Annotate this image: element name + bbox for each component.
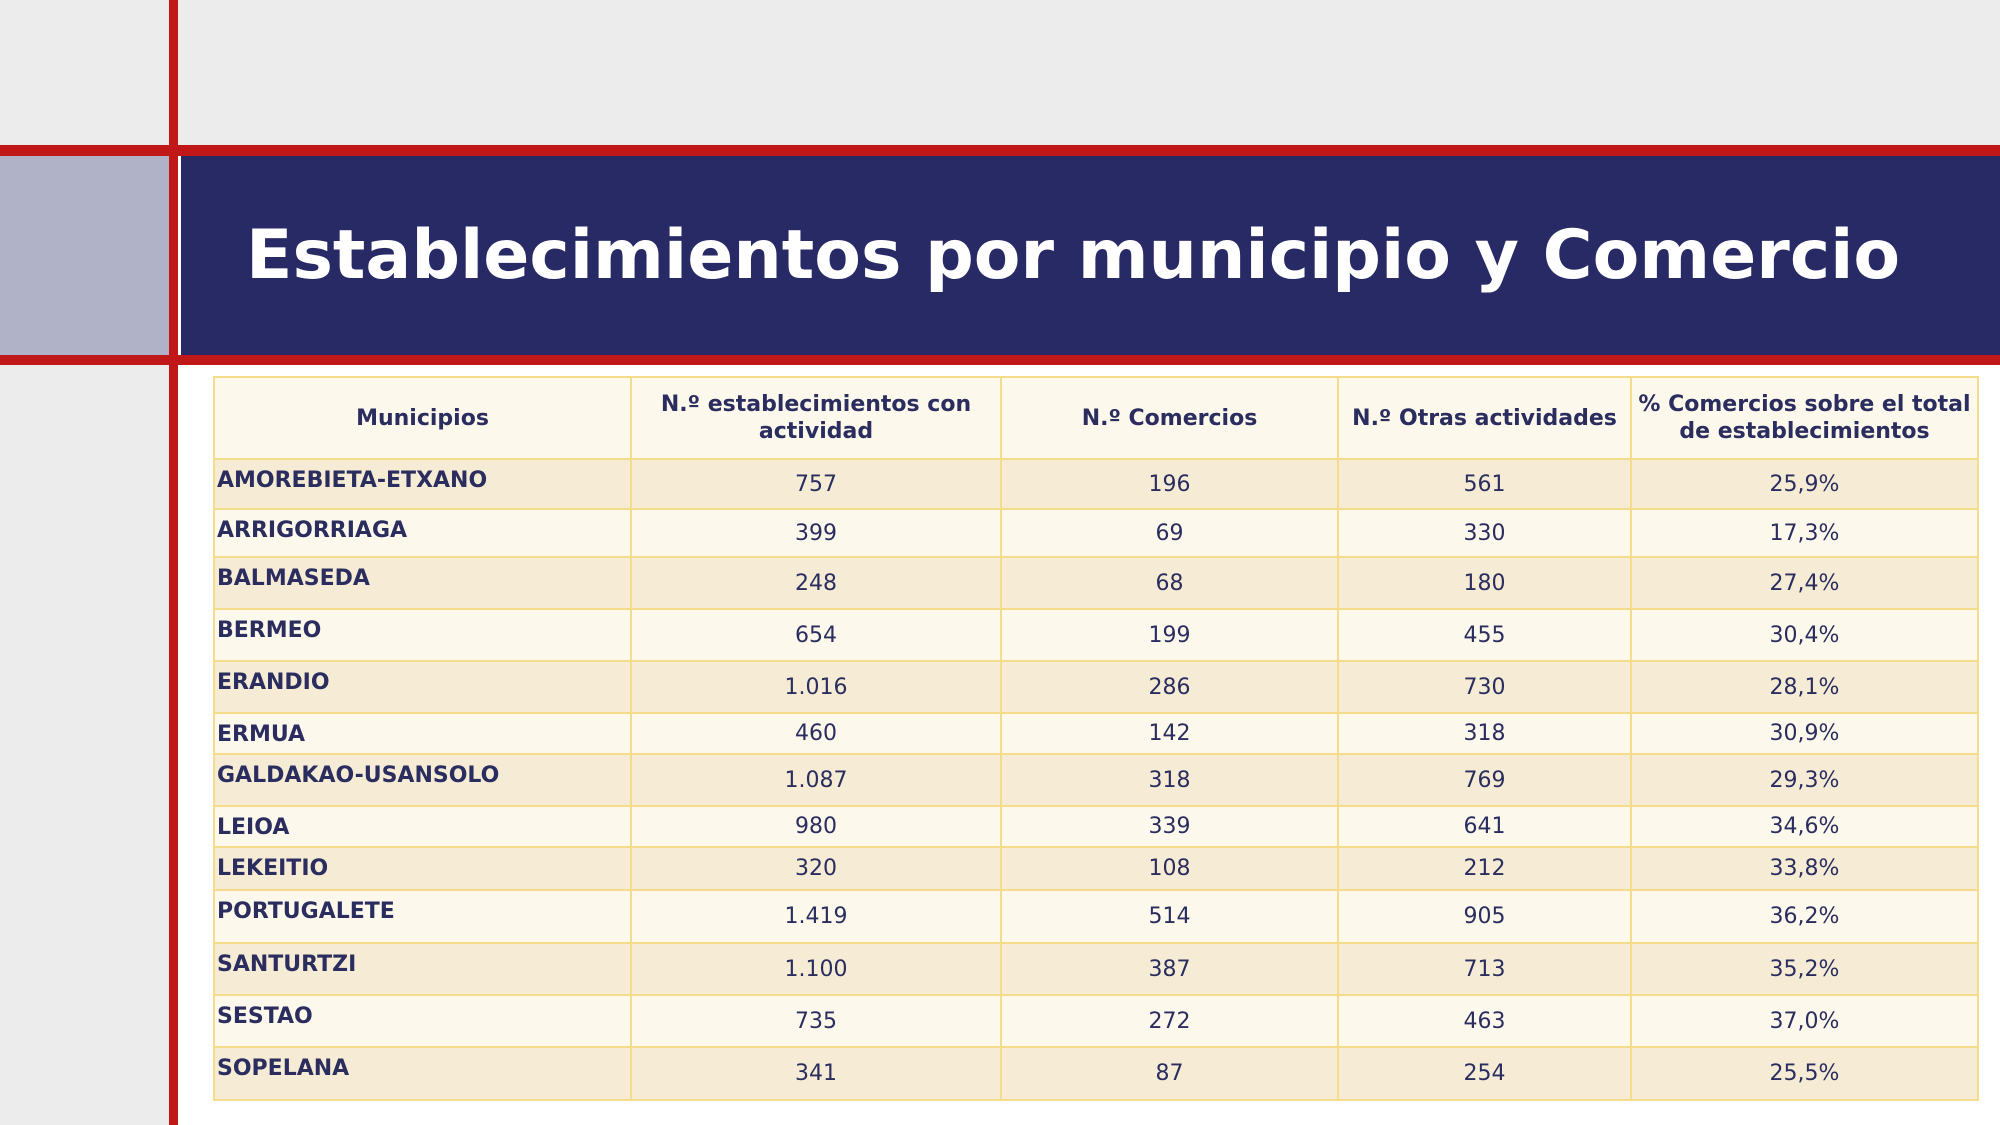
cell: 757 xyxy=(630,458,1002,510)
cell: 514 xyxy=(1000,889,1339,944)
row-label: BALMASEDA xyxy=(213,556,632,610)
header-cell: N.º Comercios xyxy=(1000,376,1339,460)
header-cell: Municipios xyxy=(213,376,632,460)
row-label: SESTAO xyxy=(213,994,632,1048)
cell: 463 xyxy=(1337,994,1632,1048)
cell: 341 xyxy=(630,1046,1002,1101)
cell: 1.419 xyxy=(630,889,1002,944)
cell: 34,6% xyxy=(1630,805,1979,848)
cell: 286 xyxy=(1000,660,1339,714)
cell: 180 xyxy=(1337,556,1632,610)
table-row: ERMUA 460 142 318 30,9% xyxy=(213,712,1979,755)
cell: 735 xyxy=(630,994,1002,1048)
title-band xyxy=(181,156,2000,355)
cell: 69 xyxy=(1000,508,1339,558)
row-label: ARRIGORRIAGA xyxy=(213,508,632,558)
red-line xyxy=(169,0,178,1125)
row-label: LEIOA xyxy=(213,805,632,848)
cell: 30,4% xyxy=(1630,608,1979,662)
title: Establecimientos por municipio y Comerci… xyxy=(246,216,1901,295)
header-cell: % Comercios sobre el total de establecim… xyxy=(1630,376,1979,460)
cell: 769 xyxy=(1337,753,1632,807)
cell: 248 xyxy=(630,556,1002,610)
cell: 387 xyxy=(1000,942,1339,996)
cell: 330 xyxy=(1337,508,1632,558)
table-row: LEIOA 980 339 641 34,6% xyxy=(213,805,1979,848)
table-row: SESTAO 735 272 463 37,0% xyxy=(213,994,1979,1048)
table-row: ARRIGORRIAGA 399 69 330 17,3% xyxy=(213,508,1979,558)
table-row: ERANDIO 1.016 286 730 28,1% xyxy=(213,660,1979,714)
header-cell: N.º establecimientos con actividad xyxy=(630,376,1002,460)
cell: 1.087 xyxy=(630,753,1002,807)
header-cell: N.º Otras actividades xyxy=(1337,376,1632,460)
table: Municipios N.º establecimientos con activ… xyxy=(213,376,1979,1101)
background xyxy=(0,365,170,1125)
cell: 1.016 xyxy=(630,660,1002,714)
row-label: PORTUGALETE xyxy=(213,889,632,944)
cell: 196 xyxy=(1000,458,1339,510)
cell: 108 xyxy=(1000,846,1339,891)
row-label: BERMEO xyxy=(213,608,632,662)
cell: 212 xyxy=(1337,846,1632,891)
cell: 980 xyxy=(630,805,1002,848)
cell: 1.100 xyxy=(630,942,1002,996)
cell: 37,0% xyxy=(1630,994,1979,1048)
cell: 399 xyxy=(630,508,1002,558)
cell: 905 xyxy=(1337,889,1632,944)
row-label: ERANDIO xyxy=(213,660,632,714)
red-line xyxy=(0,355,2000,365)
table-row: LEKEITIO 320 108 212 33,8% xyxy=(213,846,1979,891)
cell: 142 xyxy=(1000,712,1339,755)
row-label: AMOREBIETA-ETXANO xyxy=(213,458,632,510)
cell: 318 xyxy=(1337,712,1632,755)
red-line xyxy=(0,145,2000,156)
cell: 199 xyxy=(1000,608,1339,662)
cell: 318 xyxy=(1000,753,1339,807)
cell: 730 xyxy=(1337,660,1632,714)
cell: 87 xyxy=(1000,1046,1339,1101)
table-row: PORTUGALETE 1.419 514 905 36,2% xyxy=(213,889,1979,944)
cell: 33,8% xyxy=(1630,846,1979,891)
side-block xyxy=(0,156,170,355)
table-row: SANTURTZI 1.100 387 713 35,2% xyxy=(213,942,1979,996)
cell: 654 xyxy=(630,608,1002,662)
cell: 254 xyxy=(1337,1046,1632,1101)
cell: 36,2% xyxy=(1630,889,1979,944)
cell: 460 xyxy=(630,712,1002,755)
cell: 68 xyxy=(1000,556,1339,610)
header-row: Municipios N.º establecimientos con activ… xyxy=(213,376,1979,460)
cell: 339 xyxy=(1000,805,1339,848)
row-label: SANTURTZI xyxy=(213,942,632,996)
row-label: LEKEITIO xyxy=(213,846,632,891)
table-row: AMOREBIETA-ETXANO 757 196 561 25,9% xyxy=(213,458,1979,510)
cell: 641 xyxy=(1337,805,1632,848)
cell: 17,3% xyxy=(1630,508,1979,558)
table-row: GALDAKAO-USANSOLO 1.087 318 769 29,3% xyxy=(213,753,1979,807)
table-row: BALMASEDA 248 68 180 27,4% xyxy=(213,556,1979,610)
row-label: GALDAKAO-USANSOLO xyxy=(213,753,632,807)
cell: 455 xyxy=(1337,608,1632,662)
cell: 25,5% xyxy=(1630,1046,1979,1101)
row-label: SOPELANA xyxy=(213,1046,632,1101)
background xyxy=(0,0,2000,145)
cell: 29,3% xyxy=(1630,753,1979,807)
cell: 27,4% xyxy=(1630,556,1979,610)
table-row: SOPELANA 341 87 254 25,5% xyxy=(213,1046,1979,1101)
cell: 35,2% xyxy=(1630,942,1979,996)
cell: 561 xyxy=(1337,458,1632,510)
cell: 272 xyxy=(1000,994,1339,1048)
cell: 28,1% xyxy=(1630,660,1979,714)
row-label: ERMUA xyxy=(213,712,632,755)
cell: 30,9% xyxy=(1630,712,1979,755)
cell: 25,9% xyxy=(1630,458,1979,510)
cell: 320 xyxy=(630,846,1002,891)
cell: 713 xyxy=(1337,942,1632,996)
table-row: BERMEO 654 199 455 30,4% xyxy=(213,608,1979,662)
